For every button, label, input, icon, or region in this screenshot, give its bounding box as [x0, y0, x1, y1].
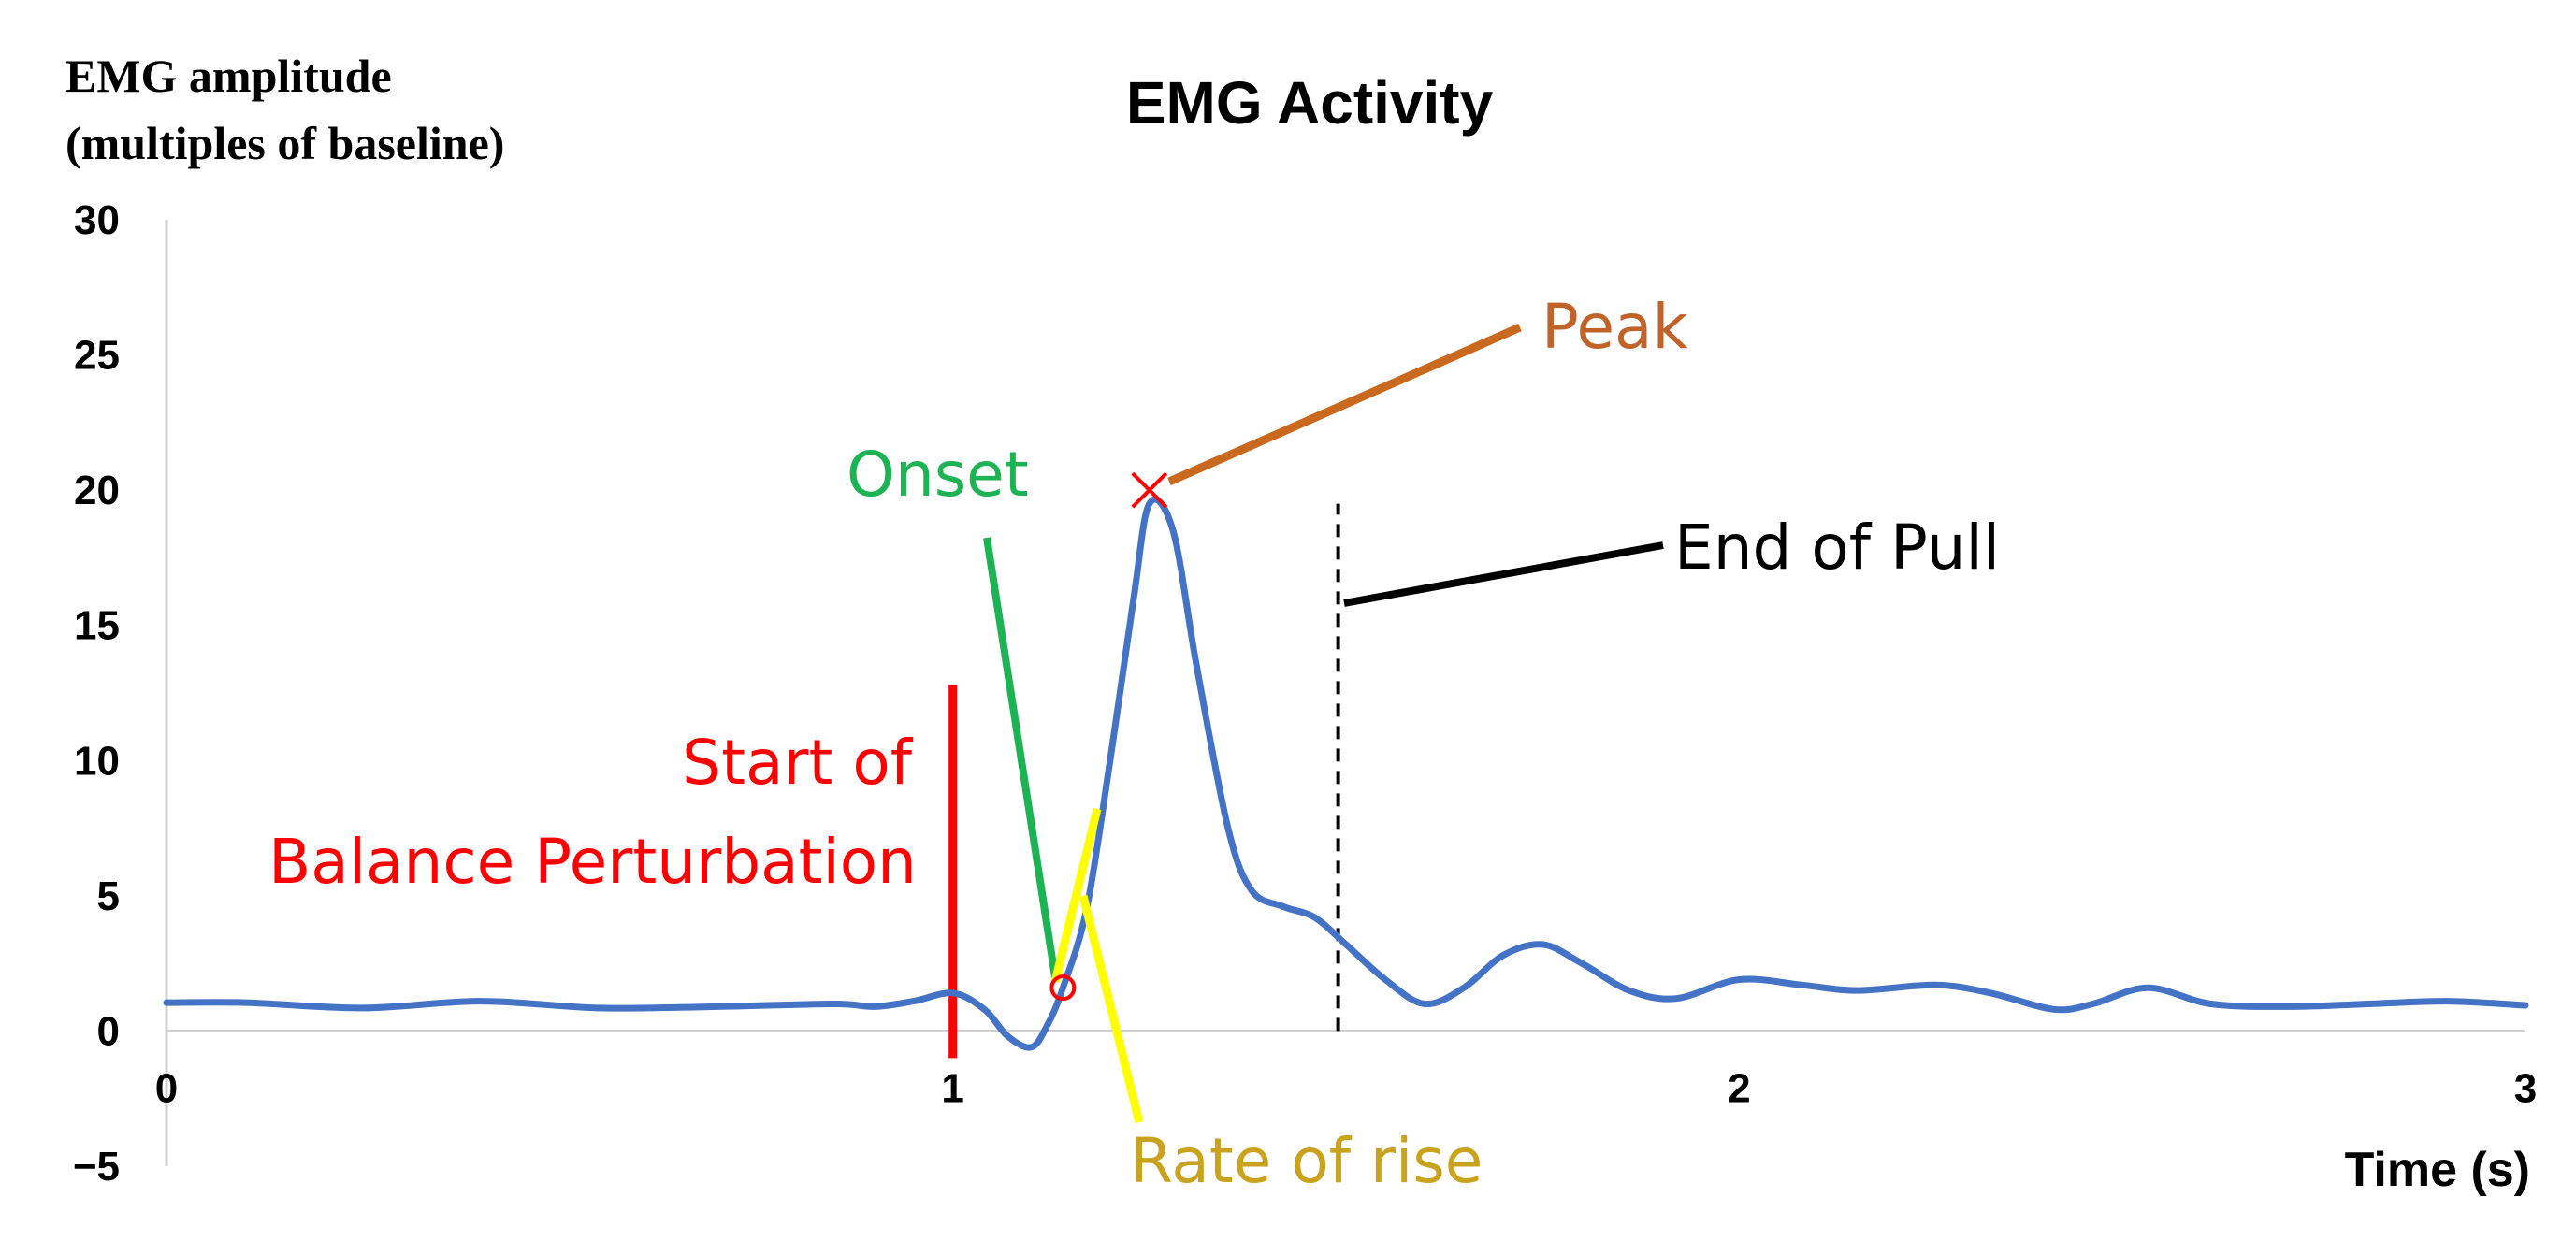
x-tick-label: 0 [155, 1065, 178, 1111]
y-tick-label: 30 [74, 197, 120, 243]
x-axis-title: Time (s) [2345, 1143, 2530, 1197]
x-tick-label: 2 [1728, 1065, 1750, 1111]
peak-leader [1167, 323, 1522, 486]
annotation-leaders [983, 323, 1664, 1124]
y-tick-label: 25 [74, 333, 120, 379]
y-tick-label: 0 [97, 1008, 120, 1054]
markers [1049, 471, 1168, 1002]
y-tick-label: 5 [97, 873, 120, 919]
end-of-pull-leader [1343, 541, 1664, 607]
y-tick-label: 20 [74, 468, 120, 513]
x-tick-label: 3 [2514, 1065, 2537, 1111]
y-tick-label: 15 [74, 603, 120, 649]
emg-series-line [163, 496, 2529, 1051]
annotation-peak: Peak [1541, 291, 1688, 363]
onset-marker [1049, 974, 1077, 1002]
rate-of-rise-leader [1078, 894, 1144, 1124]
y-tick-label: −5 [73, 1144, 120, 1190]
onset-leader [983, 537, 1059, 978]
y-tick-labels: 30 25 20 15 10 5 0 −5 [73, 197, 120, 1190]
y-axis-title-line2: (multiples of baseline) [65, 117, 504, 169]
annotation-onset: Onset [847, 439, 1029, 511]
y-tick-label: 10 [74, 738, 120, 784]
annotation-end-of-pull: End of Pull [1674, 512, 2000, 584]
annotation-balance-perturbation: Balance Perturbation [268, 826, 917, 898]
y-axis-title-line1: EMG amplitude [65, 50, 392, 102]
peak-marker-stroke-b [1131, 471, 1168, 509]
chart-title: EMG Activity [1126, 69, 1494, 137]
reference-lines [948, 503, 1340, 1059]
annotation-start-of: Start of [682, 727, 914, 799]
axes [165, 220, 2525, 1166]
x-tick-label: 1 [941, 1065, 963, 1111]
annotation-rate-of-rise: Rate of rise [1130, 1125, 1483, 1197]
x-tick-labels: 0 1 2 3 [155, 1065, 2537, 1111]
rate-of-rise-tangent [1050, 807, 1102, 984]
